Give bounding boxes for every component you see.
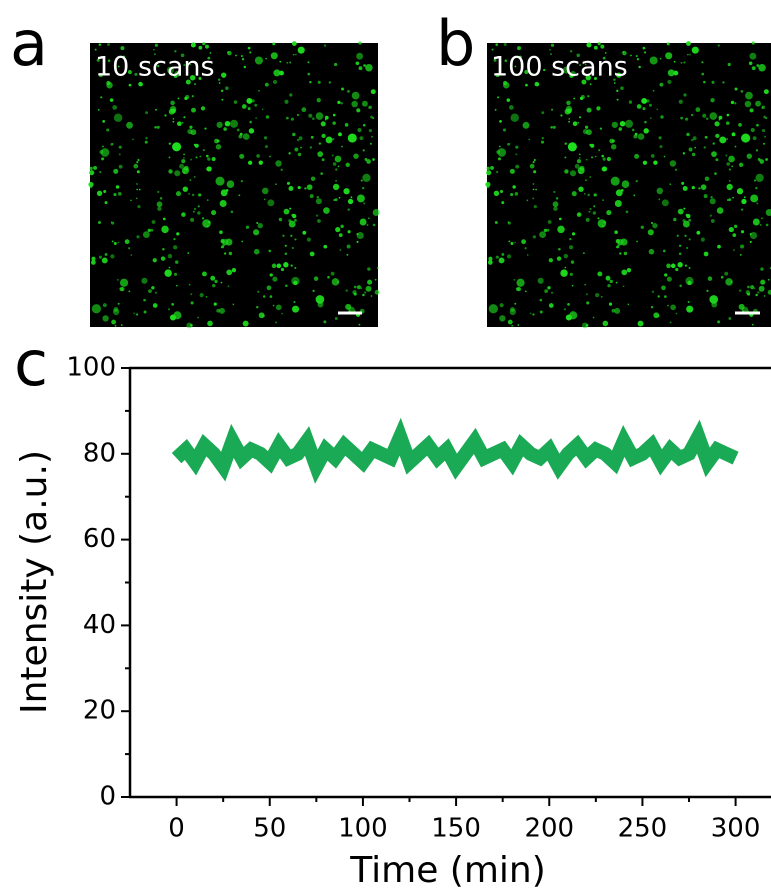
x-tick-label: 0 [168, 814, 185, 844]
x-tick-label: 200 [524, 814, 574, 844]
y-tick-label: 0 [99, 782, 116, 812]
y-tick-label: 40 [83, 610, 116, 640]
x-tick-label: 100 [338, 814, 388, 844]
image-caption: 10 scans [95, 52, 215, 83]
x-tick-label: 150 [431, 814, 481, 844]
x-tick-label: 250 [618, 814, 668, 844]
x-axis-label: Time (min) [349, 850, 546, 891]
x-tick-label: 50 [253, 814, 286, 844]
panel-label: b [436, 7, 475, 80]
y-axis-label: Intensity (a.u.) [14, 450, 55, 714]
y-tick-label: 60 [83, 524, 116, 554]
panel-label: c [14, 327, 48, 400]
micrograph [88, 41, 380, 329]
data-line [171, 417, 739, 484]
panel-label: a [10, 7, 48, 80]
y-tick-label: 80 [83, 438, 116, 468]
y-tick-label: 20 [83, 696, 116, 726]
y-tick-label: 100 [66, 353, 116, 383]
x-tick-label: 300 [711, 814, 761, 844]
image-caption: 100 scans [491, 52, 628, 83]
micrograph [485, 41, 771, 329]
